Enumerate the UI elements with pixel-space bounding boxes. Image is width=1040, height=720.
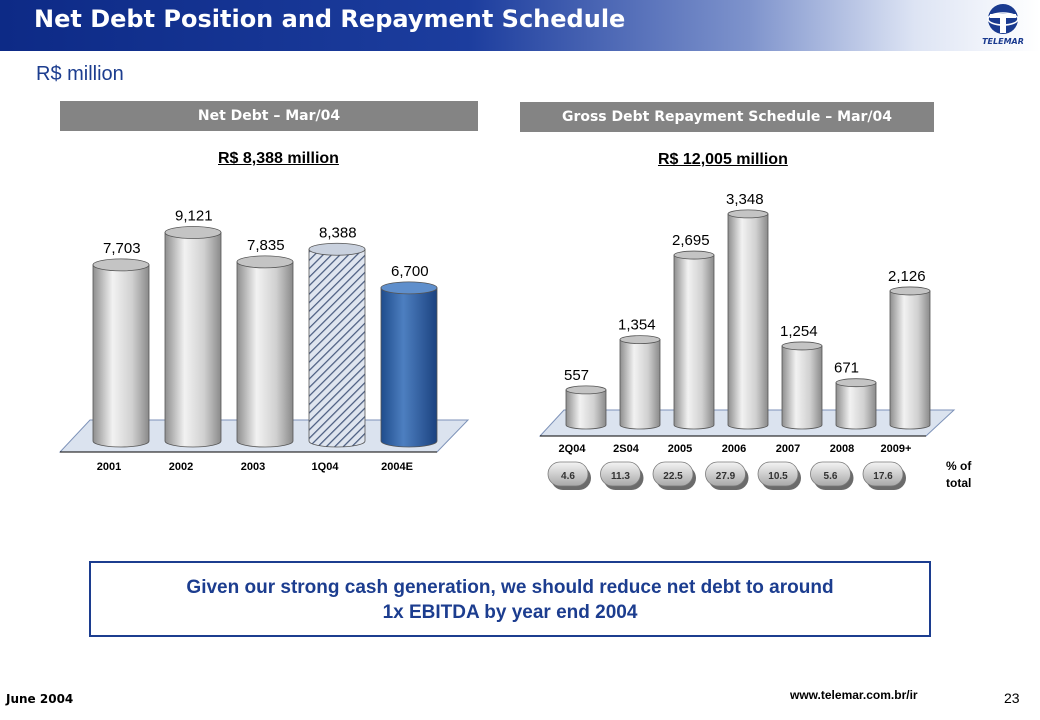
value-label: 7,703 bbox=[103, 240, 141, 257]
gross-debt-total: R$ 12,005 million bbox=[658, 151, 788, 168]
bar bbox=[92, 258, 150, 448]
value-label: 2,126 bbox=[888, 268, 926, 285]
net-debt-bars bbox=[92, 226, 438, 448]
value-label: 557 bbox=[564, 367, 589, 384]
category-label: 2Q04 bbox=[559, 443, 587, 455]
value-label: 9,121 bbox=[175, 207, 213, 224]
repayment-panel-header: Gross Debt Repayment Schedule – Mar/04 bbox=[520, 102, 934, 132]
percent-value: 22.5 bbox=[663, 471, 683, 482]
percent-pill: 17.6 bbox=[862, 461, 906, 490]
bar bbox=[889, 286, 931, 430]
percent-pill: 10.5 bbox=[757, 461, 801, 490]
key-message-line1: Given our strong cash generation, we sho… bbox=[186, 577, 834, 598]
category-label: 2002 bbox=[169, 461, 193, 473]
percent-pill: 5.6 bbox=[810, 461, 854, 490]
percent-value: 10.5 bbox=[768, 471, 788, 482]
percent-value: 11.3 bbox=[611, 471, 630, 482]
value-label: 2,695 bbox=[672, 232, 710, 249]
value-label: 7,835 bbox=[247, 237, 285, 254]
value-label: 6,700 bbox=[391, 263, 429, 280]
repayment-percent-pills: 4.6 11.3 22.5 27.9 10.5 5.6 17.6 bbox=[547, 461, 906, 490]
category-label: 2001 bbox=[97, 461, 121, 473]
bar bbox=[673, 250, 715, 430]
category-label: 2006 bbox=[722, 443, 746, 455]
footer-date: June 2004 bbox=[6, 692, 74, 706]
telemar-logo: TELEMAR bbox=[970, 2, 1036, 50]
percent-pill: 11.3 bbox=[600, 461, 644, 490]
bar bbox=[236, 255, 294, 448]
bar bbox=[835, 378, 877, 430]
percent-value: 17.6 bbox=[873, 471, 893, 482]
category-label: 2008 bbox=[830, 443, 854, 455]
category-label: 2004E bbox=[381, 461, 413, 473]
page-title: Net Debt Position and Repayment Schedule bbox=[34, 5, 626, 33]
category-label: 2003 bbox=[241, 461, 265, 473]
key-message-box: Given our strong cash generation, we sho… bbox=[89, 561, 931, 637]
repayment-category-labels: 2Q04 2S04 2005 2006 2007 2008 2009+ bbox=[559, 443, 912, 455]
bar bbox=[380, 281, 438, 448]
header-bar: Net Debt Position and Repayment Schedule… bbox=[0, 0, 1040, 51]
bar bbox=[308, 242, 366, 448]
net-debt-value-labels: 7,703 9,121 7,835 8,388 6,700 bbox=[103, 207, 429, 279]
category-label: 2005 bbox=[668, 443, 692, 455]
value-label: 1,254 bbox=[780, 323, 818, 340]
bar bbox=[619, 335, 661, 430]
units-subtitle: R$ million bbox=[36, 63, 124, 85]
bar bbox=[727, 209, 769, 430]
net-debt-category-labels: 2001 2002 2003 1Q04 2004E bbox=[97, 461, 413, 473]
page-number: 23 bbox=[1004, 690, 1020, 706]
key-message-line2: 1x EBITDA by year end 2004 bbox=[382, 602, 638, 623]
logo-text: TELEMAR bbox=[982, 37, 1024, 46]
percent-legend-line1: % of bbox=[946, 459, 972, 473]
net-debt-panel-header: Net Debt – Mar/04 bbox=[60, 101, 478, 131]
percent-pill: 4.6 bbox=[547, 461, 591, 490]
category-label: 2009+ bbox=[881, 443, 912, 455]
percent-value: 5.6 bbox=[824, 471, 838, 482]
category-label: 2S04 bbox=[613, 443, 640, 455]
percent-pill: 22.5 bbox=[652, 461, 696, 490]
value-label: 671 bbox=[834, 360, 859, 377]
footer-url[interactable]: www.telemar.com.br/ir bbox=[790, 688, 918, 702]
category-label: 2007 bbox=[776, 443, 800, 455]
bar bbox=[781, 341, 823, 430]
category-label: 1Q04 bbox=[312, 461, 340, 473]
percent-pill: 27.9 bbox=[705, 461, 749, 490]
value-label: 1,354 bbox=[618, 317, 656, 334]
value-label: 8,388 bbox=[319, 224, 357, 241]
globe-icon bbox=[987, 4, 1019, 34]
percent-value: 4.6 bbox=[561, 471, 575, 482]
bar bbox=[164, 226, 222, 448]
repayment-value-labels: 557 1,354 2,695 3,348 1,254 671 2,126 bbox=[564, 191, 926, 384]
percent-legend-line2: total bbox=[946, 476, 972, 490]
net-debt-total: R$ 8,388 million bbox=[218, 150, 339, 167]
percent-of-total-legend: % of total bbox=[946, 458, 971, 492]
repayment-bars bbox=[565, 209, 931, 430]
bar bbox=[565, 385, 607, 430]
percent-value: 27.9 bbox=[716, 471, 736, 482]
value-label: 3,348 bbox=[726, 191, 764, 208]
